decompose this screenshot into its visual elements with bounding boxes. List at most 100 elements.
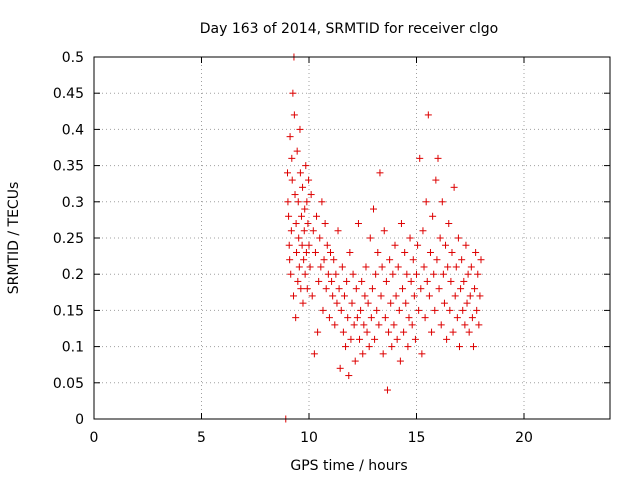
data-point: [434, 154, 442, 162]
data-point: [289, 89, 297, 97]
data-point: [390, 321, 398, 329]
data-point: [319, 306, 327, 314]
data-point: [469, 343, 477, 351]
data-point: [426, 248, 434, 256]
data-point: [460, 277, 468, 285]
data-point: [400, 328, 408, 336]
data-point: [421, 314, 429, 322]
data-point: [300, 227, 308, 235]
data-point: [370, 205, 377, 213]
data-point: [444, 263, 452, 271]
x-tick-label: 15: [408, 430, 426, 446]
data-point: [293, 147, 301, 155]
data-point: [287, 227, 295, 235]
data-point: [407, 277, 415, 285]
x-tick-label: 5: [197, 430, 206, 446]
x-tick-labels: 0 5 10 15 20: [90, 430, 533, 446]
y-tick-label: 0.2: [62, 267, 84, 283]
data-point: [343, 277, 351, 285]
data-point: [377, 292, 385, 300]
data-point: [295, 234, 303, 242]
data-point: [392, 292, 400, 300]
chart-title: Day 163 of 2014, SRMTID for receiver clg…: [200, 21, 498, 37]
data-point: [408, 321, 416, 329]
data-point: [353, 314, 361, 322]
data-point: [468, 314, 476, 322]
data-point: [298, 241, 306, 249]
data-point: [285, 212, 293, 220]
data-point: [373, 306, 381, 314]
data-point: [359, 350, 367, 358]
data-point: [327, 248, 334, 256]
data-point: [306, 263, 314, 271]
data-point: [320, 256, 328, 264]
data-point: [292, 314, 300, 322]
data-point: [361, 292, 369, 300]
data-point: [310, 350, 318, 358]
data-point: [325, 314, 333, 322]
data-point: [419, 227, 427, 235]
data-point: [290, 111, 298, 119]
data-point: [439, 270, 447, 278]
data-point: [302, 248, 310, 256]
x-axis-label: GPS time / hours: [290, 458, 407, 474]
data-point: [293, 248, 301, 256]
data-point: [448, 248, 456, 256]
data-point: [376, 169, 384, 177]
data-point: [417, 285, 425, 293]
data-point: [442, 241, 450, 249]
data-point: [414, 241, 422, 249]
data-point: [292, 220, 300, 228]
data-point: [462, 241, 470, 249]
data-point: [472, 248, 480, 256]
data-point: [308, 292, 316, 300]
data-point: [420, 263, 428, 271]
y-tick-label: 0: [75, 412, 84, 428]
y-tick-label: 0.4: [62, 122, 84, 138]
data-point: [296, 169, 304, 177]
data-point: [404, 343, 412, 351]
data-point: [364, 299, 372, 307]
y-tick-label: 0.35: [53, 159, 84, 175]
data-point: [371, 335, 379, 343]
data-point: [450, 183, 458, 191]
data-point: [388, 343, 396, 351]
y-tick-label: 0.15: [53, 303, 84, 319]
data-point: [299, 183, 307, 191]
data-point: [422, 198, 430, 206]
y-tick-label: 0.5: [62, 50, 84, 66]
data-point: [339, 328, 347, 336]
data-point: [342, 343, 350, 351]
data-point: [465, 328, 473, 336]
data-point: [286, 133, 294, 141]
data-point: [409, 256, 417, 264]
data-point: [440, 299, 448, 307]
data-point: [436, 234, 444, 242]
data-point: [431, 306, 439, 314]
data-point: [323, 241, 331, 249]
data-point: [305, 176, 313, 184]
data-point: [449, 328, 457, 336]
data-point: [463, 299, 471, 307]
data-point: [391, 241, 399, 249]
data-point: [477, 256, 485, 264]
y-tick-label: 0.45: [53, 86, 84, 102]
data-point: [429, 212, 437, 220]
data-point: [430, 270, 438, 278]
data-point: [330, 256, 338, 264]
y-tick-label: 0.25: [53, 231, 84, 247]
data-point: [454, 234, 462, 242]
data-point: [346, 248, 354, 256]
data-point: [321, 220, 329, 228]
data-point: [437, 321, 445, 329]
data-point: [305, 241, 313, 249]
data-point: [347, 335, 355, 343]
data-point: [338, 263, 346, 271]
data-point: [473, 306, 481, 314]
y-tick-labels: 0 0.05 0.1 0.15 0.2 0.25 0.3 0.35 0.4 0.45 0.5: [53, 50, 84, 428]
data-point: [456, 343, 463, 351]
data-point: [340, 292, 348, 300]
data-point: [294, 277, 302, 285]
data-point: [365, 343, 373, 351]
